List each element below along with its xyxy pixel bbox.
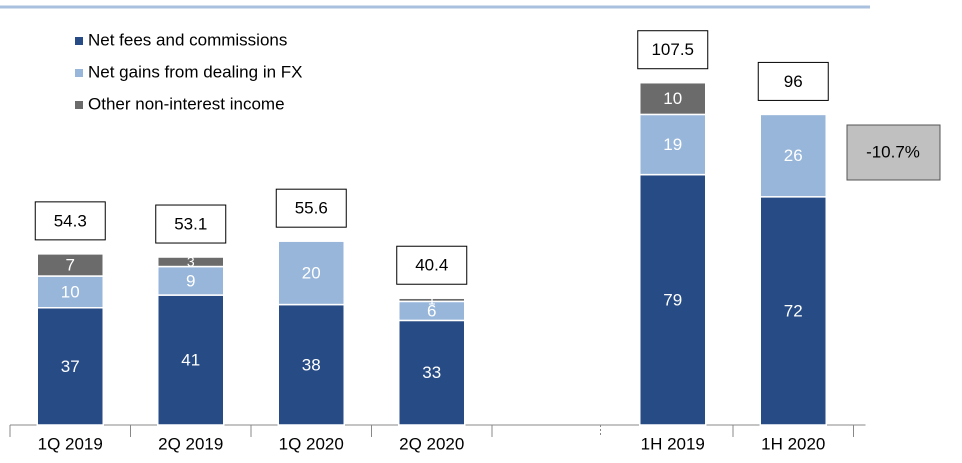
bar-segment: [759, 113, 827, 198]
total-label: 55.6: [295, 199, 328, 218]
data-label: 37: [61, 357, 80, 376]
data-label: 41: [181, 351, 200, 370]
bar-segment: [277, 303, 345, 426]
data-label: 9: [186, 271, 195, 290]
total-label: 54.3: [54, 211, 87, 230]
change-label: -10.7%: [866, 142, 920, 161]
change-box: [846, 124, 941, 181]
total-label: 96: [784, 72, 803, 91]
bar-segment: [759, 196, 827, 426]
data-label: 72: [784, 301, 803, 320]
data-label: 33: [422, 363, 441, 382]
bar-segment: [639, 81, 707, 116]
x-tick-label: 1Q 2020: [279, 434, 344, 453]
total-label: 53.1: [174, 215, 207, 234]
legend-swatch: [75, 37, 83, 45]
x-tick-label: 1H 2020: [761, 434, 825, 453]
total-box: [34, 201, 106, 241]
x-tick-label: 1H 2019: [641, 434, 705, 453]
data-label: 38: [302, 355, 321, 374]
data-label: 3: [187, 253, 195, 269]
total-box: [155, 204, 227, 244]
data-label: 6: [427, 301, 436, 320]
x-tick-label: 1Q 2019: [38, 434, 103, 453]
data-label: 10: [663, 89, 682, 108]
x-tick-label: 2Q 2019: [158, 434, 223, 453]
bar-segment: [639, 113, 707, 176]
x-tick-label: 2Q 2020: [399, 434, 464, 453]
data-label: 10: [61, 282, 80, 301]
data-label: 79: [663, 290, 682, 309]
data-label: 20: [302, 263, 321, 282]
legend-swatch: [75, 101, 83, 109]
total-label: 40.4: [415, 256, 448, 275]
total-box: [396, 245, 468, 285]
legend-label: Net gains from dealing in FX: [88, 62, 303, 81]
total-label: 107.5: [651, 40, 694, 59]
data-label: 1: [428, 292, 436, 308]
legend-label: Net fees and commissions: [88, 30, 287, 49]
bar-segment: [157, 256, 225, 268]
total-box: [757, 61, 829, 101]
total-box: [275, 188, 347, 228]
legend-swatch: [75, 69, 83, 77]
data-label: 7: [66, 255, 75, 274]
data-label: 26: [784, 146, 803, 165]
legend-label: Other non-interest income: [88, 94, 285, 113]
bar-segment: [157, 265, 225, 296]
data-label: 19: [663, 135, 682, 154]
total-box: [637, 30, 709, 70]
bar-segment: [36, 253, 104, 277]
bar-segment: [398, 297, 466, 303]
bar-segment: [157, 294, 225, 426]
bar-segment: [277, 240, 345, 306]
